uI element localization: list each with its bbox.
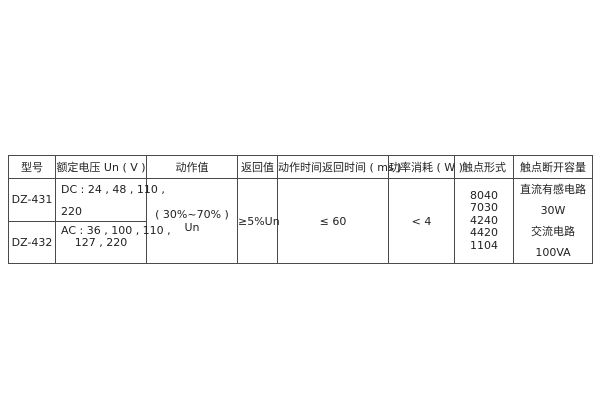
contact-form-line: 4420 <box>470 226 498 240</box>
table-row-dz432: DZ-432 AC : 36 , 100 , 110 , 127 , 220 <box>8 220 593 264</box>
header-cell-power-consumption: 功率消耗 ( W ) <box>388 155 463 179</box>
contact-form-line: 8040 <box>470 188 498 202</box>
header-cell-breaking-capacity: 触点断开容量 <box>513 155 593 179</box>
header-cell-contact-form: 触点形式 <box>454 155 514 179</box>
contact-form-line: 4240 <box>470 213 498 227</box>
action-return-time-cell: ≤ 60 <box>277 178 389 264</box>
header-row: 型号 额定电压 Un ( V ) 动作值 返回值 动作时间返回时间 ( ms )… <box>8 155 593 179</box>
breaking-capacity-line-dc: 直流有感电路30W <box>520 183 586 217</box>
contact-form-line: 1104 <box>470 238 498 252</box>
spec-table: 型号 额定电压 Un ( V ) 动作值 返回值 动作时间返回时间 ( ms )… <box>8 155 593 264</box>
header-cell-model: 型号 <box>8 155 56 179</box>
voltage-dc-line1: DC : 24 , 48 , 110 , <box>61 183 165 196</box>
table-row-dz431: DZ-431 DC : 24 , 48 , 110 , 220 ( 30%~70… <box>8 178 593 264</box>
return-value-cell: ≥5%Un <box>237 178 280 264</box>
power-consumption-cell: < 4 <box>388 178 455 264</box>
model-cell-dz432: DZ-432 <box>8 220 56 264</box>
contact-form-cell: 8040 7030 4240 4420 1104 <box>454 178 514 264</box>
voltage-cell-dc: DC : 24 , 48 , 110 , 220 <box>55 178 165 222</box>
voltage-cell-ac: AC : 36 , 100 , 110 , 127 , 220 <box>55 220 171 264</box>
model-cell-dz431: DZ-431 <box>8 178 56 222</box>
voltage-dc-line2-overflow: 220 <box>61 205 82 218</box>
voltage-ac-line2: 127 , 220 <box>74 235 128 249</box>
header-cell-action-value: 动作值 <box>146 155 238 179</box>
breaking-capacity-line-ac: 交流电路100VA <box>531 225 575 259</box>
breaking-capacity-cell: 直流有感电路30W 交流电路100VA <box>513 178 593 264</box>
header-cell-action-return-time: 动作时间返回时间 ( ms ) <box>277 155 402 179</box>
contact-form-line: 7030 <box>470 201 498 215</box>
header-cell-return-value: 返回值 <box>237 155 278 179</box>
action-value-cell: ( 30%~70% ) Un <box>146 178 238 264</box>
header-cell-rated-voltage: 额定电压 Un ( V ) <box>55 155 147 179</box>
voltage-ac-line1: AC : 36 , 100 , 110 , <box>61 223 171 237</box>
